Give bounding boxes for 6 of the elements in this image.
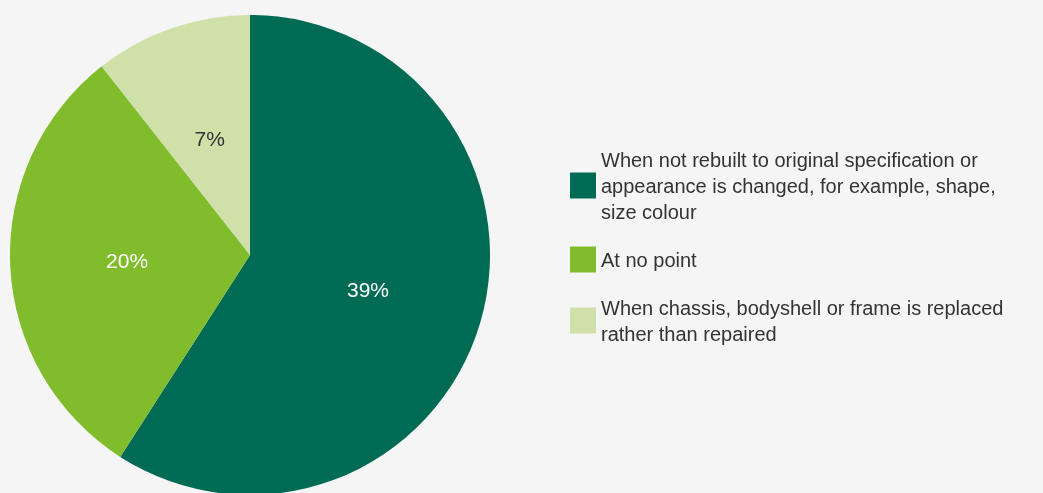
data-label: 20% [106,249,149,273]
legend-label: When not rebuilt to original specification or appearance is changed, for example, shape, size colour [601,148,1002,223]
legend-label: At no point [601,248,698,271]
legend-label: When chassis, bodyshell or frame is replaced rather than repaired [601,296,1009,345]
data-label: 7% [194,127,225,151]
data-label: 39% [347,278,390,302]
